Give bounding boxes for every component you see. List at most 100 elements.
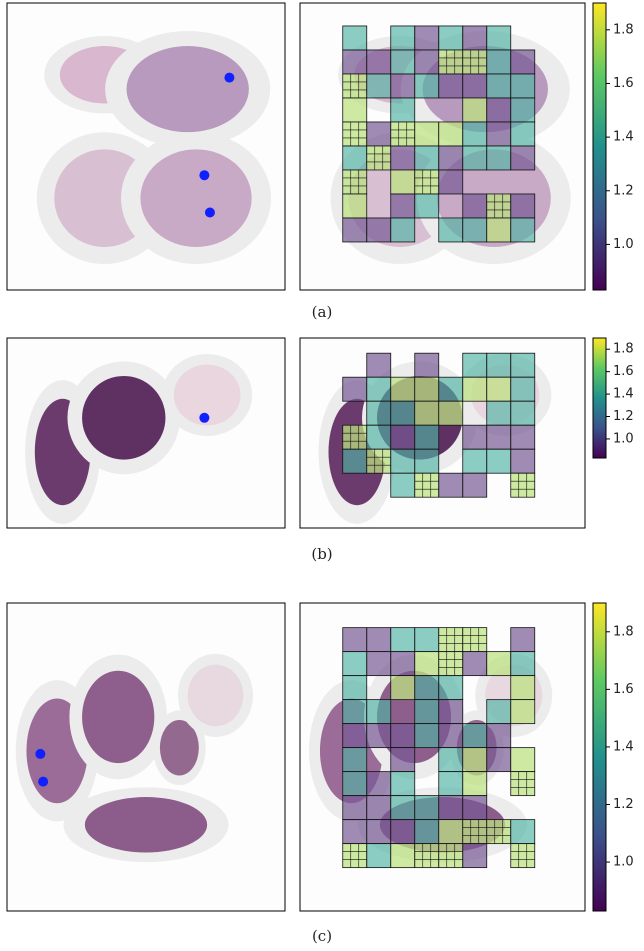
tile <box>367 353 391 377</box>
tile <box>487 353 511 377</box>
figure: 1.01.21.41.61.8(a)1.01.21.41.61.8(b)1.01… <box>0 0 644 947</box>
tile <box>391 425 415 449</box>
tile <box>367 425 391 449</box>
tile <box>463 377 487 401</box>
tile <box>439 122 463 146</box>
tile <box>439 146 463 170</box>
tile <box>463 74 487 98</box>
tile <box>391 74 415 98</box>
panel-caption: (c) <box>312 927 332 945</box>
tile <box>391 796 415 820</box>
tile <box>391 170 415 194</box>
tile <box>511 449 535 473</box>
tile <box>463 146 487 170</box>
tile <box>439 473 463 497</box>
colorbar-tick-label: 1.0 <box>613 237 634 252</box>
tile <box>487 700 511 724</box>
tile <box>487 194 511 218</box>
tile <box>415 820 439 844</box>
colorbar-tick-label: 1.0 <box>613 431 634 446</box>
tile <box>415 652 439 676</box>
tissue <box>188 665 244 727</box>
tile <box>439 724 463 748</box>
tile <box>463 748 487 772</box>
tile <box>343 74 367 98</box>
tissue <box>82 671 154 763</box>
tile <box>343 449 367 473</box>
tile <box>439 676 463 700</box>
tile <box>439 26 463 50</box>
tile <box>415 122 439 146</box>
tile <box>367 218 391 242</box>
tile <box>415 700 439 724</box>
tile <box>463 98 487 122</box>
tile <box>439 377 463 401</box>
colorbar-tick-label: 1.6 <box>613 682 634 697</box>
tile <box>367 700 391 724</box>
tile <box>367 652 391 676</box>
colorbar-tick-label: 1.4 <box>613 387 634 402</box>
tile <box>415 194 439 218</box>
highlight-dot <box>199 413 209 423</box>
tile <box>415 50 439 74</box>
tile <box>487 146 511 170</box>
tile <box>511 98 535 122</box>
tile <box>415 377 439 401</box>
tile <box>511 473 535 497</box>
tile <box>343 676 367 700</box>
tile <box>511 74 535 98</box>
colorbar-tick-label: 1.6 <box>613 76 634 91</box>
highlight-dot <box>205 208 215 218</box>
tile <box>343 724 367 748</box>
tile <box>391 122 415 146</box>
tile <box>367 724 391 748</box>
tile <box>463 218 487 242</box>
tile <box>511 700 535 724</box>
colorbar <box>593 338 606 458</box>
tile <box>439 170 463 194</box>
tile <box>367 772 391 796</box>
tile <box>487 449 511 473</box>
tile <box>391 748 415 772</box>
tile <box>439 652 463 676</box>
tile <box>343 748 367 772</box>
tile <box>343 700 367 724</box>
tile <box>463 425 487 449</box>
tile <box>463 449 487 473</box>
tile <box>511 194 535 218</box>
tile <box>439 401 463 425</box>
tile <box>343 146 367 170</box>
tile <box>415 628 439 652</box>
tile <box>391 820 415 844</box>
tile <box>343 194 367 218</box>
tile <box>511 218 535 242</box>
tile <box>367 628 391 652</box>
highlight-dot <box>199 170 209 180</box>
tile <box>343 26 367 50</box>
highlight-dot <box>38 777 48 787</box>
tile <box>367 796 391 820</box>
tile <box>391 628 415 652</box>
tile <box>391 401 415 425</box>
tile <box>463 122 487 146</box>
tile <box>391 724 415 748</box>
tile <box>343 218 367 242</box>
tile <box>487 652 511 676</box>
tile <box>367 122 391 146</box>
tile <box>439 748 463 772</box>
tile <box>439 700 463 724</box>
tile <box>487 74 511 98</box>
tile <box>391 26 415 50</box>
tile <box>391 194 415 218</box>
tile <box>367 401 391 425</box>
tile <box>487 820 511 844</box>
colorbar-tick-label: 1.4 <box>613 130 634 145</box>
tile <box>391 50 415 74</box>
tile <box>367 74 391 98</box>
tile <box>487 401 511 425</box>
colorbar-tick-label: 1.6 <box>613 364 634 379</box>
tile <box>391 676 415 700</box>
tile <box>511 676 535 700</box>
tile <box>511 772 535 796</box>
tile <box>343 652 367 676</box>
